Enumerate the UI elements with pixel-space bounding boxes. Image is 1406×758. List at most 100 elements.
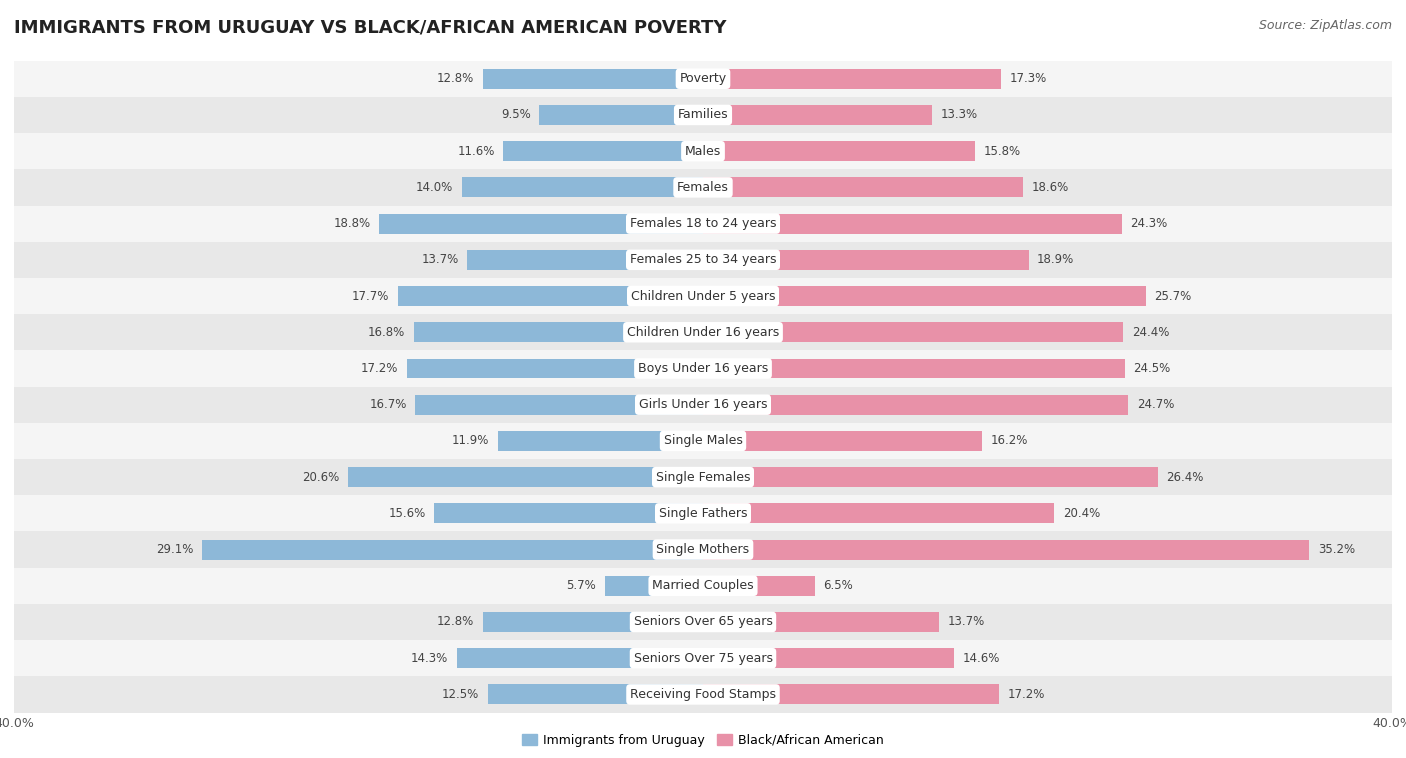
Bar [703, 540, 1309, 559]
Bar [14, 242, 1392, 278]
Text: 17.3%: 17.3% [1010, 72, 1047, 85]
Text: 14.0%: 14.0% [416, 181, 453, 194]
Bar [703, 503, 1054, 523]
Bar [703, 684, 1000, 704]
Bar [406, 359, 703, 378]
Text: 5.7%: 5.7% [567, 579, 596, 592]
Text: 18.8%: 18.8% [333, 217, 371, 230]
Text: 20.4%: 20.4% [1063, 507, 1101, 520]
Bar [14, 278, 1392, 314]
Bar [703, 395, 1129, 415]
Bar [488, 684, 703, 704]
Text: 13.3%: 13.3% [941, 108, 977, 121]
Text: 35.2%: 35.2% [1317, 543, 1355, 556]
Bar [703, 576, 815, 596]
Bar [380, 214, 703, 233]
Text: 12.8%: 12.8% [437, 72, 474, 85]
Text: 15.6%: 15.6% [388, 507, 426, 520]
Text: 20.6%: 20.6% [302, 471, 340, 484]
Bar [703, 648, 955, 668]
Text: 24.5%: 24.5% [1133, 362, 1171, 375]
Bar [398, 286, 703, 306]
Bar [434, 503, 703, 523]
Bar [498, 431, 703, 451]
Bar [457, 648, 703, 668]
Text: 29.1%: 29.1% [156, 543, 193, 556]
Text: Poverty: Poverty [679, 72, 727, 85]
Text: Boys Under 16 years: Boys Under 16 years [638, 362, 768, 375]
Text: Girls Under 16 years: Girls Under 16 years [638, 398, 768, 411]
Bar [202, 540, 703, 559]
Text: Children Under 16 years: Children Under 16 years [627, 326, 779, 339]
Bar [703, 322, 1123, 342]
Bar [14, 314, 1392, 350]
Text: IMMIGRANTS FROM URUGUAY VS BLACK/AFRICAN AMERICAN POVERTY: IMMIGRANTS FROM URUGUAY VS BLACK/AFRICAN… [14, 19, 727, 37]
Text: Females 25 to 34 years: Females 25 to 34 years [630, 253, 776, 266]
Bar [14, 459, 1392, 495]
Text: 6.5%: 6.5% [824, 579, 853, 592]
Bar [703, 612, 939, 632]
Bar [703, 141, 976, 161]
Text: 9.5%: 9.5% [501, 108, 531, 121]
Bar [14, 350, 1392, 387]
Bar [482, 612, 703, 632]
Text: 24.7%: 24.7% [1137, 398, 1174, 411]
Bar [703, 467, 1157, 487]
Text: 11.6%: 11.6% [457, 145, 495, 158]
Text: 12.8%: 12.8% [437, 615, 474, 628]
Text: Single Females: Single Females [655, 471, 751, 484]
Legend: Immigrants from Uruguay, Black/African American: Immigrants from Uruguay, Black/African A… [517, 729, 889, 752]
Text: 18.9%: 18.9% [1038, 253, 1074, 266]
Bar [349, 467, 703, 487]
Bar [14, 423, 1392, 459]
Bar [703, 105, 932, 125]
Text: 17.2%: 17.2% [1008, 688, 1045, 701]
Bar [703, 69, 1001, 89]
Text: Receiving Food Stamps: Receiving Food Stamps [630, 688, 776, 701]
Text: Single Mothers: Single Mothers [657, 543, 749, 556]
Text: 13.7%: 13.7% [422, 253, 458, 266]
Bar [482, 69, 703, 89]
Text: Seniors Over 65 years: Seniors Over 65 years [634, 615, 772, 628]
Text: Seniors Over 75 years: Seniors Over 75 years [634, 652, 772, 665]
Bar [503, 141, 703, 161]
Text: 25.7%: 25.7% [1154, 290, 1191, 302]
Bar [703, 431, 981, 451]
Text: 24.4%: 24.4% [1132, 326, 1170, 339]
Text: 16.2%: 16.2% [991, 434, 1028, 447]
Text: 24.3%: 24.3% [1130, 217, 1167, 230]
Text: Single Fathers: Single Fathers [659, 507, 747, 520]
Bar [14, 676, 1392, 713]
Text: Females 18 to 24 years: Females 18 to 24 years [630, 217, 776, 230]
Bar [467, 250, 703, 270]
Bar [413, 322, 703, 342]
Text: 26.4%: 26.4% [1167, 471, 1204, 484]
Bar [14, 61, 1392, 97]
Bar [703, 359, 1125, 378]
Bar [14, 531, 1392, 568]
Text: Married Couples: Married Couples [652, 579, 754, 592]
Bar [14, 97, 1392, 133]
Text: 14.6%: 14.6% [963, 652, 1001, 665]
Bar [14, 640, 1392, 676]
Text: 16.7%: 16.7% [370, 398, 406, 411]
Text: Males: Males [685, 145, 721, 158]
Text: 16.8%: 16.8% [368, 326, 405, 339]
Text: 11.9%: 11.9% [453, 434, 489, 447]
Bar [703, 250, 1029, 270]
Text: Single Males: Single Males [664, 434, 742, 447]
Bar [14, 495, 1392, 531]
Text: Families: Families [678, 108, 728, 121]
Bar [703, 286, 1146, 306]
Text: 12.5%: 12.5% [441, 688, 479, 701]
Bar [14, 133, 1392, 169]
Text: 14.3%: 14.3% [411, 652, 449, 665]
Bar [415, 395, 703, 415]
Bar [703, 214, 1122, 233]
Bar [14, 169, 1392, 205]
Bar [605, 576, 703, 596]
Bar [14, 568, 1392, 604]
Bar [14, 604, 1392, 640]
Text: Children Under 5 years: Children Under 5 years [631, 290, 775, 302]
Text: 17.2%: 17.2% [361, 362, 398, 375]
